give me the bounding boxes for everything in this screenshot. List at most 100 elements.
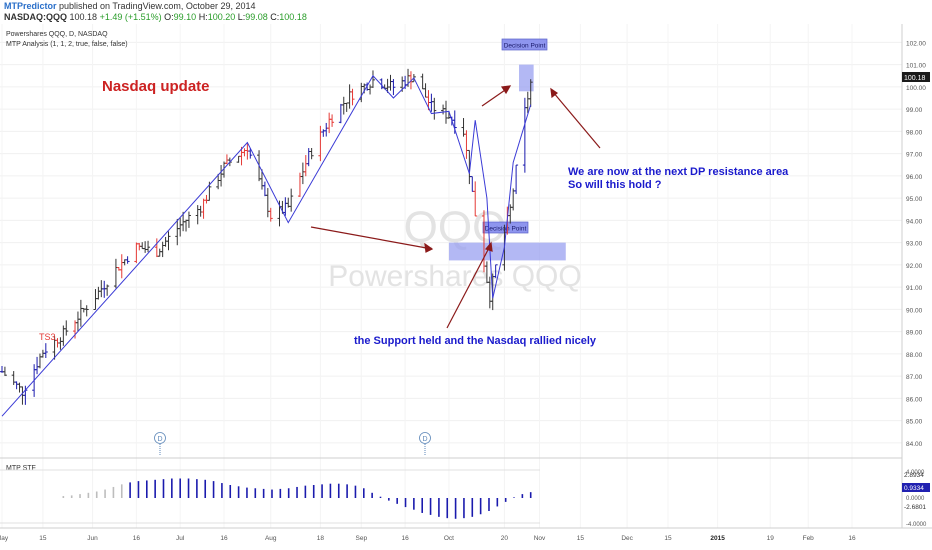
published-text: published on TradingView.com, October 29… — [56, 1, 256, 11]
price-tick-label: 98.00 — [906, 129, 923, 136]
low-value: 99.08 — [245, 12, 268, 22]
decision-point-text-upper: Decision Point — [504, 42, 546, 49]
price-bar — [113, 258, 118, 289]
dividend-marker-1[interactable]: D — [154, 432, 166, 457]
price-bar — [201, 198, 206, 219]
price-bar — [289, 188, 294, 212]
price-tick-label: 96.00 — [906, 174, 923, 181]
price-bar — [327, 112, 332, 134]
price-tick-label: 97.00 — [906, 152, 923, 159]
ohlc-line: NASDAQ:QQQ 100.18 +1.49 (+1.51%) O:99.10… — [4, 12, 307, 22]
arrow-head-support-note — [484, 241, 493, 252]
price-bar — [324, 122, 329, 137]
dividend-marker-2[interactable]: D — [419, 432, 431, 457]
price-bar — [528, 79, 533, 107]
arrow-from-note — [552, 91, 601, 149]
price-tick-label: 91.00 — [906, 285, 923, 292]
price-bar — [198, 205, 203, 217]
time-tick-label: Aug — [265, 535, 277, 542]
price-bar — [11, 371, 16, 385]
last-price: 100.18 — [69, 12, 98, 22]
symbol-label[interactable]: NASDAQ:QQQ — [4, 12, 67, 22]
price-bar — [146, 240, 151, 253]
arrow-head-support — [424, 242, 434, 253]
price-tick-label: 90.00 — [906, 307, 923, 314]
price-bar — [388, 74, 393, 91]
oscillator-current-tag: 0.9334 — [902, 483, 930, 492]
decision-point-zone-lower[interactable] — [448, 242, 566, 261]
resistance-note-line2: So will this hold ? — [568, 179, 662, 191]
price-bar — [470, 176, 475, 192]
publisher-link[interactable]: MTPredictor — [4, 1, 57, 11]
price-tick-label: 85.00 — [906, 419, 923, 426]
price-bar — [2, 366, 7, 376]
price-bar — [432, 97, 437, 120]
oscillator-tick-label: 0.0000 — [906, 496, 925, 502]
time-tick-label: Jul — [176, 535, 185, 542]
time-axis[interactable]: May 15 Jun 16 Jul 16 Aug 18 Sep 16 Oct 20 Nov 15 Dec 15… — [0, 535, 856, 542]
price-bar — [37, 353, 42, 369]
price-bar — [84, 305, 89, 317]
dividend-label-1: D — [157, 436, 162, 443]
price-tick-label: 100.00 — [906, 85, 926, 92]
price-bar — [347, 84, 352, 109]
price-bar — [78, 299, 83, 327]
price-bar — [368, 84, 373, 95]
price-chart[interactable]: QQQ Powershares QQQ Powershares QQQ, D, … — [0, 24, 932, 550]
price-bar — [96, 286, 101, 300]
price-bar — [493, 264, 498, 278]
open-value: 99.10 — [173, 12, 197, 22]
price-bar — [140, 242, 145, 250]
time-tick-label: 16 — [133, 535, 141, 542]
price-bar — [338, 103, 343, 124]
time-tick-label: May — [0, 535, 9, 542]
decision-point-zone-upper[interactable] — [519, 64, 534, 92]
price-bar — [391, 79, 396, 96]
price-bar — [119, 254, 124, 279]
last-price-tag: 100.18 — [902, 72, 930, 82]
oscillator-tick-label: 4.0000 — [906, 470, 925, 476]
price-tick-label: 92.00 — [906, 263, 923, 270]
price-bar — [423, 83, 428, 98]
price-bar — [511, 188, 516, 211]
last-price-tag-text: 100.18 — [904, 75, 926, 82]
price-tick-label: 94.00 — [906, 218, 923, 225]
price-bar — [204, 194, 209, 204]
support-note: the Support held and the Nasdaq rallied … — [354, 335, 597, 347]
time-tick-label: Oct — [444, 535, 454, 542]
decision-point-label-lower[interactable]: Decision Point — [482, 221, 529, 234]
decision-point-label-upper[interactable]: Decision Point — [501, 38, 548, 51]
indicator-label[interactable]: MTP Analysis (1, 1, 2, true, false, fals… — [6, 41, 128, 48]
arrow-to-support — [310, 226, 433, 250]
price-bar — [344, 102, 349, 112]
price-tick-label: 102.00 — [906, 40, 926, 47]
price-bar — [93, 289, 98, 311]
time-tick-label: Jun — [87, 535, 98, 542]
low-label: L: — [237, 12, 246, 22]
price-bar — [166, 231, 171, 251]
price-bar — [102, 280, 107, 298]
price-tick-label: 95.00 — [906, 196, 923, 203]
price-bar — [303, 155, 308, 177]
oscillator-histogram — [0, 469, 540, 524]
oscillator-label[interactable]: MTP STF — [6, 465, 36, 472]
price-bar — [341, 96, 346, 115]
oscillator-current-text: 0.9334 — [904, 485, 924, 492]
time-tick-label: 15 — [39, 535, 47, 542]
price-bar — [248, 148, 253, 159]
price-bar — [473, 181, 478, 217]
price-bar — [265, 188, 270, 218]
dividend-label-2: D — [422, 436, 427, 443]
price-bar — [236, 155, 241, 163]
price-bar — [17, 382, 22, 393]
headline-text: Nasdaq update — [102, 78, 210, 95]
arrow-from-support-note — [446, 245, 491, 329]
price-bar — [163, 236, 168, 247]
time-tick-label: Nov — [534, 535, 546, 542]
close-label: C: — [270, 12, 280, 22]
price-bar — [309, 147, 314, 160]
price-axis[interactable]: 102.00 101.00 100.00 99.00 98.00 97.00 96.00 95… — [906, 40, 926, 448]
chart-header: MTPredictor published on TradingView.com… — [0, 0, 932, 24]
price-bar — [195, 205, 200, 225]
price-bar — [43, 343, 48, 359]
